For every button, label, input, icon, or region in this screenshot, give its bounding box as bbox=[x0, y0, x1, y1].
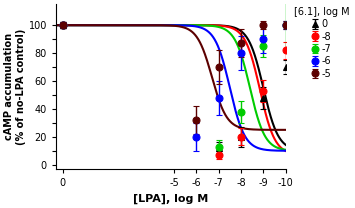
Legend: 0, -8, -7, -6, -5: 0, -8, -7, -6, -5 bbox=[293, 6, 350, 80]
X-axis label: [LPA], log M: [LPA], log M bbox=[133, 194, 208, 204]
Y-axis label: cAMP accumulation
(% of no-LPA control): cAMP accumulation (% of no-LPA control) bbox=[4, 28, 26, 145]
